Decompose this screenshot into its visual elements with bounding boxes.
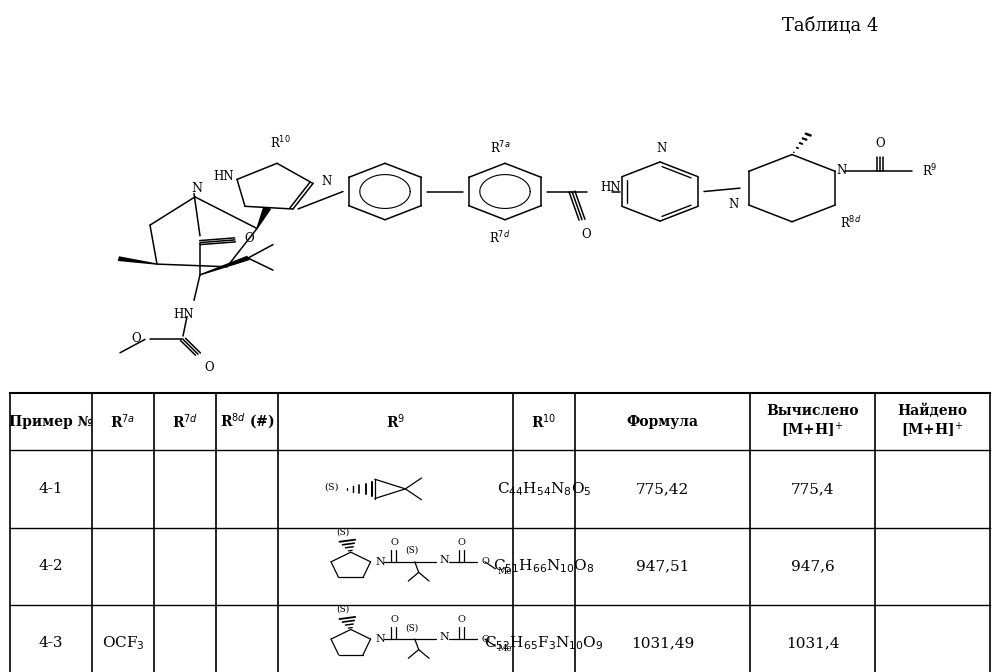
Text: O: O	[581, 228, 591, 241]
Text: N: N	[322, 175, 332, 188]
Polygon shape	[257, 208, 270, 228]
Text: R$^{9}$: R$^{9}$	[386, 413, 405, 431]
Text: N: N	[836, 163, 847, 177]
Text: Вычислено
[M+H]$^{+}$: Вычислено [M+H]$^{+}$	[766, 404, 859, 439]
Text: O: O	[458, 616, 466, 624]
Text: R$^{7a}$: R$^{7a}$	[110, 413, 136, 431]
Text: (S): (S)	[336, 605, 350, 614]
Polygon shape	[118, 257, 157, 264]
Text: Me: Me	[498, 567, 513, 576]
Text: C$_{52}$H$_{65}$F$_{3}$N$_{10}$O$_{9}$: C$_{52}$H$_{65}$F$_{3}$N$_{10}$O$_{9}$	[484, 634, 604, 653]
Polygon shape	[200, 257, 249, 275]
Text: R$^{10}$: R$^{10}$	[270, 134, 290, 151]
Text: 947,6: 947,6	[791, 559, 834, 573]
Text: R$^{8d}$ (#): R$^{8d}$ (#)	[220, 412, 274, 431]
Text: 947,51: 947,51	[636, 559, 689, 573]
Text: 4-3: 4-3	[39, 636, 63, 650]
Text: (S): (S)	[336, 528, 350, 536]
Text: C$_{44}$H$_{54}$N$_{8}$O$_{5}$: C$_{44}$H$_{54}$N$_{8}$O$_{5}$	[497, 480, 591, 498]
Text: (S): (S)	[325, 482, 339, 491]
Bar	[10, 393, 990, 672]
Text: HN: HN	[174, 308, 194, 321]
Text: Таблица 4: Таблица 4	[782, 17, 878, 35]
Text: O: O	[390, 616, 398, 624]
Text: O: O	[204, 361, 214, 374]
Text: OCF$_{3}$: OCF$_{3}$	[102, 634, 144, 653]
Text: R$^{7d}$: R$^{7d}$	[489, 230, 511, 246]
Text: HN: HN	[214, 169, 234, 183]
Text: R$^{10}$: R$^{10}$	[531, 413, 557, 431]
Text: 4-2: 4-2	[39, 559, 63, 573]
Text: Me: Me	[498, 644, 513, 653]
Text: O: O	[244, 232, 254, 245]
Text: O: O	[875, 137, 885, 150]
Text: R$^{9}$: R$^{9}$	[922, 163, 938, 179]
Text: Найдено
[M+H]$^{+}$: Найдено [M+H]$^{+}$	[898, 403, 968, 440]
Text: R$^{7a}$: R$^{7a}$	[490, 140, 510, 157]
Text: N: N	[439, 632, 449, 642]
Text: O: O	[481, 557, 489, 566]
Text: HN: HN	[600, 181, 620, 194]
Text: O: O	[131, 331, 141, 345]
Text: 1031,4: 1031,4	[786, 636, 839, 650]
Text: O: O	[481, 634, 489, 644]
Text: O: O	[458, 538, 466, 547]
Text: Формула: Формула	[626, 415, 698, 429]
Text: C$_{51}$H$_{66}$N$_{10}$O$_{8}$: C$_{51}$H$_{66}$N$_{10}$O$_{8}$	[493, 557, 595, 575]
Text: (S): (S)	[406, 546, 419, 555]
Text: N: N	[439, 555, 449, 565]
Text: (S): (S)	[406, 623, 419, 632]
Text: 1031,49: 1031,49	[631, 636, 694, 650]
Text: 775,42: 775,42	[636, 482, 689, 496]
Text: 4-1: 4-1	[39, 482, 63, 496]
Text: N: N	[376, 634, 386, 644]
Text: Пример №: Пример №	[9, 415, 93, 429]
Text: R$^{8d}$: R$^{8d}$	[840, 215, 862, 231]
Text: N: N	[376, 557, 386, 567]
Text: N: N	[728, 198, 739, 212]
Text: O: O	[390, 538, 398, 547]
Text: R$^{7d}$: R$^{7d}$	[172, 413, 198, 431]
Text: 775,4: 775,4	[791, 482, 834, 496]
Text: N: N	[191, 181, 202, 195]
Text: N: N	[657, 142, 667, 155]
